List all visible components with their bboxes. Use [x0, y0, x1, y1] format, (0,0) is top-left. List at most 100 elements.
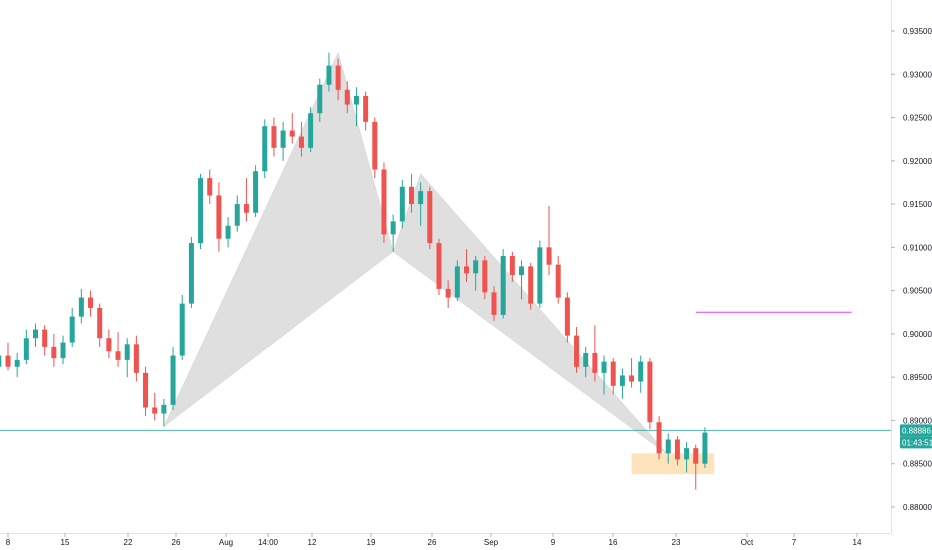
time-tick-label: 14 [853, 538, 862, 547]
candle-body [519, 266, 525, 276]
candle [188, 236, 194, 308]
candle-body [344, 89, 350, 105]
candle [0, 355, 2, 367]
candle [88, 290, 94, 317]
candle-body [23, 338, 29, 360]
candle-body [665, 439, 671, 454]
candle-body [60, 342, 66, 359]
time-tick-label: 16 [609, 538, 618, 547]
candle-body [693, 448, 699, 464]
candle [14, 352, 20, 378]
candle [161, 398, 167, 427]
candle-body [528, 266, 534, 304]
candle-body [564, 297, 570, 336]
candle-body [188, 243, 194, 304]
time-axis[interactable]: 8 15 22 26 Aug 14:00 12 19 26 Sep 9 16 23 Oct 7 14 [6, 533, 862, 547]
candle-body [353, 95, 359, 105]
candle [124, 338, 130, 378]
candle [60, 335, 66, 365]
zone-rect[interactable] [631, 453, 715, 475]
candle-body [372, 121, 378, 170]
candle [225, 217, 231, 248]
candle-body [583, 352, 589, 367]
time-tick-label: 23 [672, 538, 681, 547]
candle-body [390, 221, 396, 235]
candle-body [555, 264, 561, 298]
candle-body [601, 361, 607, 373]
candle-body [647, 361, 653, 423]
candle-body [445, 288, 451, 298]
time-tick-label: 12 [308, 538, 317, 547]
candle-body [656, 422, 662, 454]
candle [436, 238, 442, 295]
last-price-label: 0.88886 [902, 426, 931, 435]
candle-body [482, 260, 488, 293]
candle [464, 249, 469, 282]
candle-body [170, 355, 176, 405]
candle-body [317, 84, 323, 114]
price-tick-label: 0.89000 [903, 416, 932, 425]
candle-body [0, 355, 2, 367]
price-axis[interactable]: 0.93500 0.93000 0.92500 0.92000 0.91500 0.910… [891, 27, 932, 512]
candle-body [335, 65, 341, 90]
candle [198, 173, 204, 250]
candle [665, 433, 671, 464]
time-tick-label: 7 [792, 538, 797, 547]
candle [619, 368, 625, 399]
candle-body [638, 361, 644, 382]
last-price-tag: 0.88886 01:43:51 [900, 424, 932, 449]
candle [583, 346, 589, 378]
price-tick-label: 0.93000 [903, 70, 932, 79]
price-tick-label: 0.92000 [903, 157, 932, 166]
candle-body [33, 329, 39, 339]
candle [106, 329, 112, 359]
price-tick-label: 0.90000 [903, 330, 932, 339]
price-tick-label: 0.91000 [903, 243, 932, 252]
candle [234, 195, 240, 232]
candle-body [207, 178, 213, 196]
candle-body [509, 256, 515, 276]
candle [592, 325, 598, 382]
candle-body [271, 126, 277, 148]
candle-body [427, 191, 433, 244]
price-tick-label: 0.89500 [903, 373, 932, 382]
price-tick-label: 0.90500 [903, 287, 932, 296]
candles-layer [0, 52, 708, 490]
candle-body [179, 303, 185, 356]
last-price-badge [900, 424, 932, 437]
demand-zone[interactable] [631, 453, 715, 475]
candle-body [537, 247, 543, 304]
candle-body [363, 95, 369, 122]
countdown-badge [900, 436, 932, 449]
harmonic-pattern[interactable] [163, 51, 669, 456]
price-tick-label: 0.92500 [903, 114, 932, 123]
candle [445, 280, 451, 308]
candle [390, 214, 396, 252]
candle [684, 442, 690, 473]
candle-body [308, 113, 314, 148]
candle-body [684, 448, 690, 460]
price-tick-label: 0.88000 [903, 503, 932, 512]
candle [555, 256, 561, 304]
candle-body [464, 266, 469, 274]
candle-body [106, 338, 112, 352]
pattern-triangle-bcd[interactable] [392, 173, 669, 456]
candle [601, 355, 607, 395]
price-tick-label: 0.88500 [903, 460, 932, 469]
candle [408, 173, 414, 213]
candle [647, 358, 653, 430]
candle-body [500, 256, 506, 315]
candle [702, 427, 708, 469]
candle-body [51, 346, 57, 359]
time-tick-label: 26 [172, 538, 181, 547]
candle-body [473, 260, 479, 274]
pattern-triangle-xab[interactable] [163, 51, 394, 427]
candle-body [262, 126, 268, 172]
candle-body [198, 178, 204, 244]
candle [353, 87, 359, 127]
candle [42, 325, 48, 356]
price-tick-label: 0.91500 [903, 200, 932, 209]
candle [133, 335, 139, 382]
candle [152, 392, 158, 421]
